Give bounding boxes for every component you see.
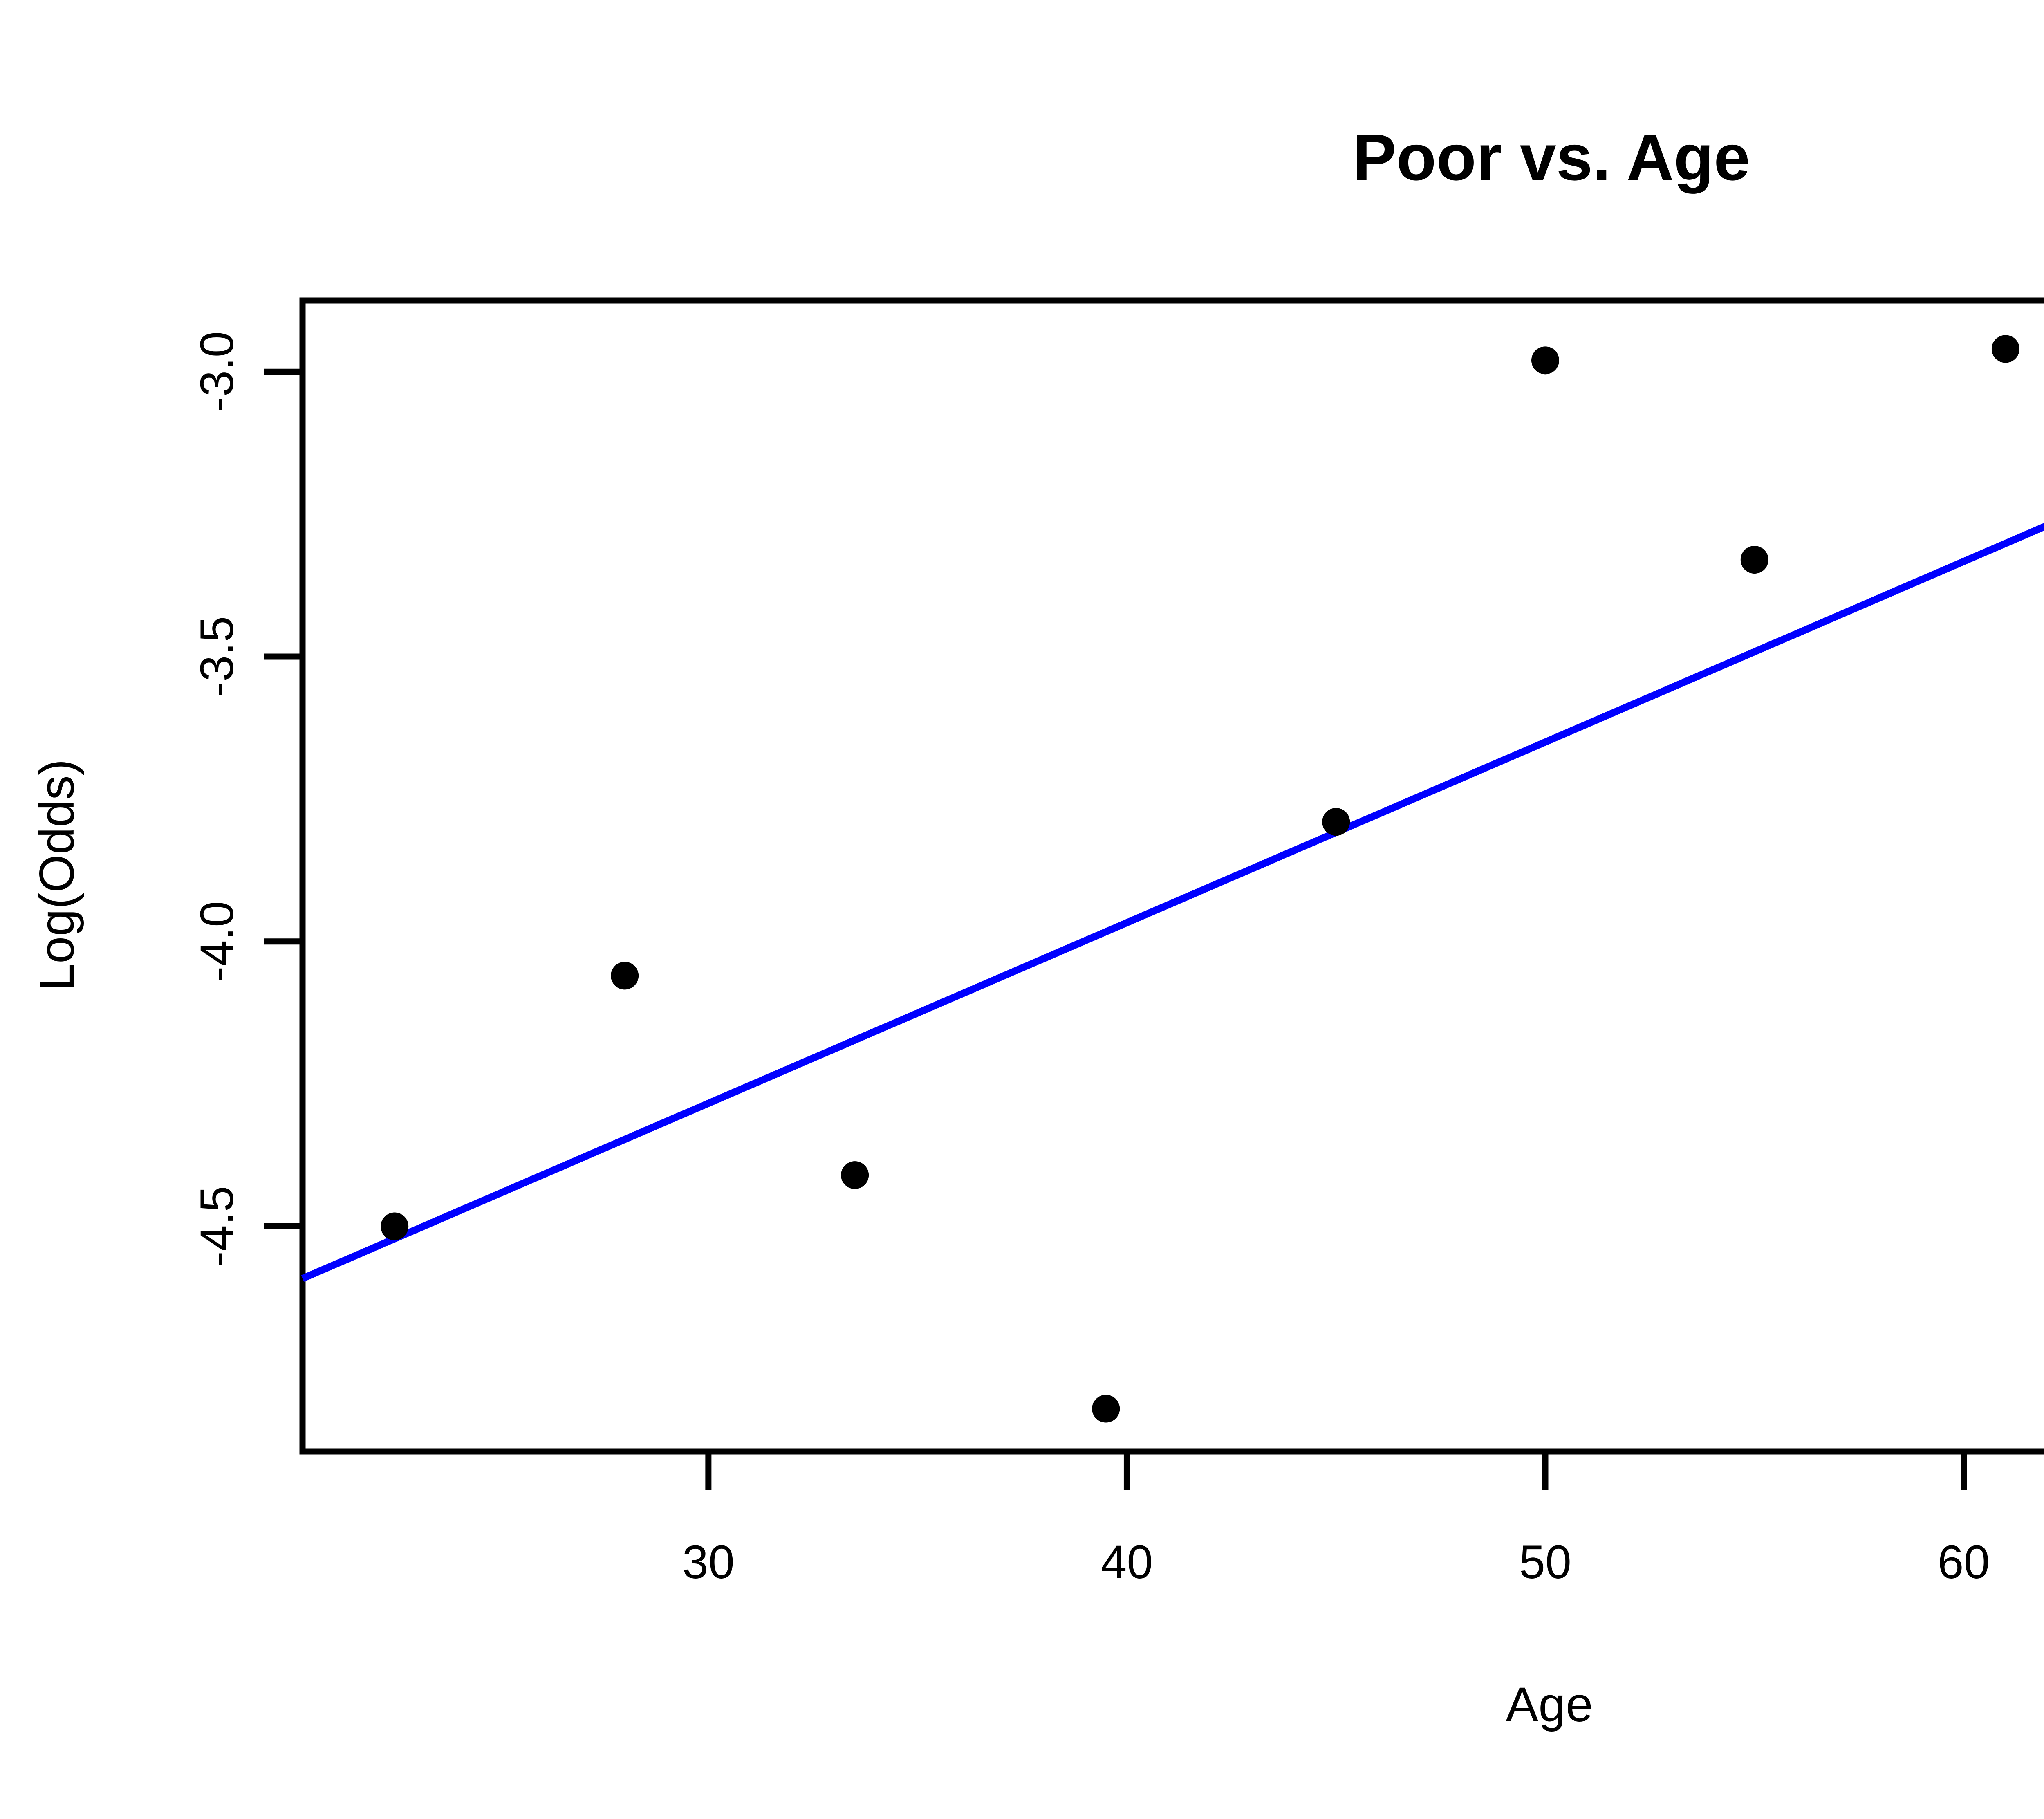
data-point (1531, 346, 1559, 375)
data-points-group (381, 335, 2019, 1423)
data-point (381, 1212, 409, 1240)
x-axis-title: Age (1506, 1677, 1593, 1732)
regression-line-group (301, 523, 2044, 1282)
y-tick-label: -3.0 (191, 331, 243, 412)
plot-frame (299, 297, 2044, 1455)
y-tick-label: -3.5 (191, 616, 243, 697)
y-axis-title: Log(Odds) (29, 759, 84, 991)
x-tick-label: 50 (1519, 1536, 1571, 1588)
chart-title: Poor vs. Age (1353, 121, 1750, 194)
axis-ticks: 3040506070-3.0-3.5-4.0-4.5 (191, 331, 1990, 1588)
x-tick-label: 60 (1938, 1536, 1990, 1588)
x-tick-label: 30 (682, 1536, 735, 1588)
regression-line (301, 523, 2044, 1282)
data-point (1092, 1395, 1120, 1423)
data-point (1322, 808, 1350, 836)
data-point (1740, 546, 1768, 574)
x-tick-label: 40 (1100, 1536, 1153, 1588)
data-point (841, 1161, 869, 1189)
data-point (1991, 335, 2019, 363)
y-tick-label: -4.5 (191, 1186, 243, 1267)
data-point (611, 962, 639, 990)
y-tick-label: -4.0 (191, 901, 243, 982)
